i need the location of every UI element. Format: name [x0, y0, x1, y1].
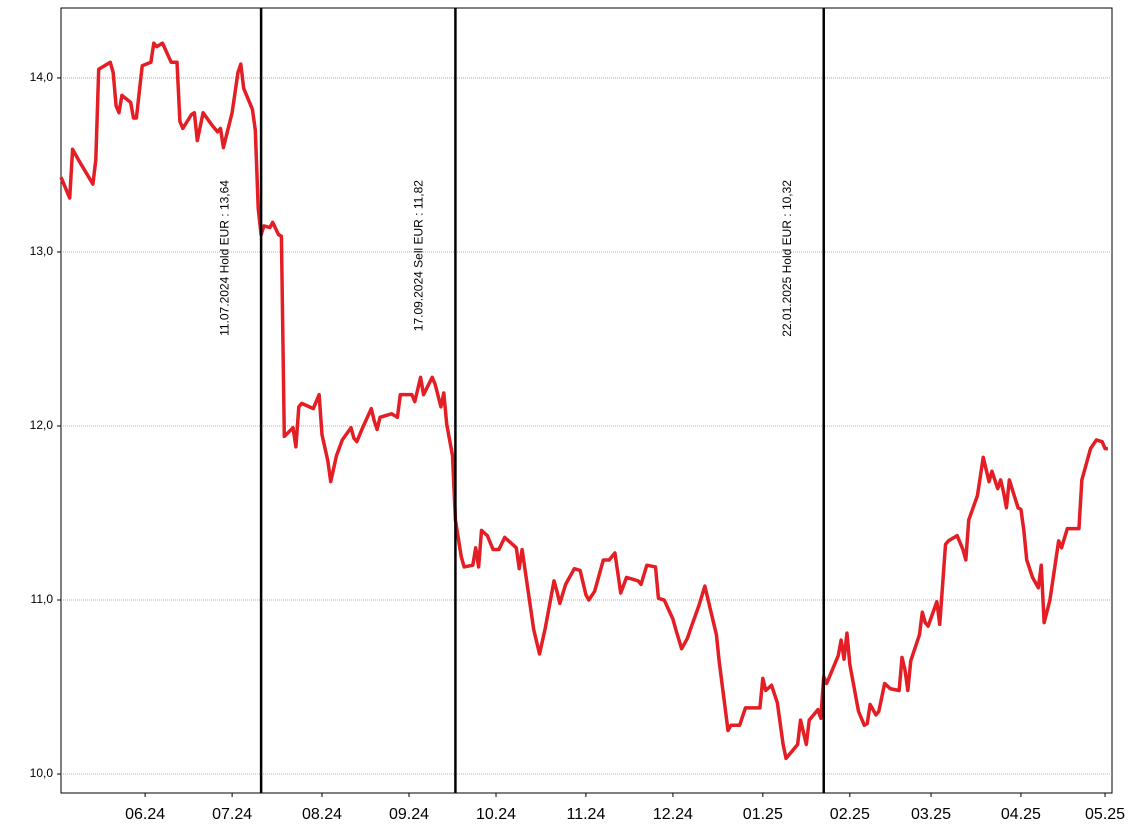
- y-tick-label: 14,0: [30, 70, 54, 84]
- x-tick-label: 08.24: [302, 806, 342, 823]
- plot-frame: [60, 7, 1113, 794]
- x-tick-label: 02.25: [830, 806, 870, 823]
- x-tick-label: 09.24: [389, 806, 429, 823]
- x-tick-label: 04.25: [1001, 806, 1041, 823]
- event-label: 22.01.2025 Hold EUR : 10,32: [780, 180, 794, 337]
- x-tick-label: 03.25: [911, 806, 951, 823]
- price-line: [59, 41, 1108, 761]
- event-label: 11.07.2024 Hold EUR : 13,64: [217, 180, 231, 336]
- x-tick-label: 12.24: [653, 806, 693, 823]
- x-tick-label: 05.25: [1085, 806, 1125, 823]
- y-tick-label: 11,0: [31, 592, 54, 606]
- x-tick-label: 10.24: [476, 806, 516, 823]
- x-tick-label: 07.24: [212, 806, 252, 823]
- x-tick-label: 01.25: [743, 806, 783, 823]
- event-label: 17.09.2024 Sell EUR : 11,82: [412, 180, 426, 332]
- x-tick-label: 06.24: [125, 806, 165, 823]
- y-tick-label: 13,0: [30, 244, 54, 258]
- x-tick-label: 11.24: [566, 806, 605, 823]
- y-tick-label: 12,0: [30, 418, 54, 432]
- y-tick-label: 10,0: [30, 766, 54, 780]
